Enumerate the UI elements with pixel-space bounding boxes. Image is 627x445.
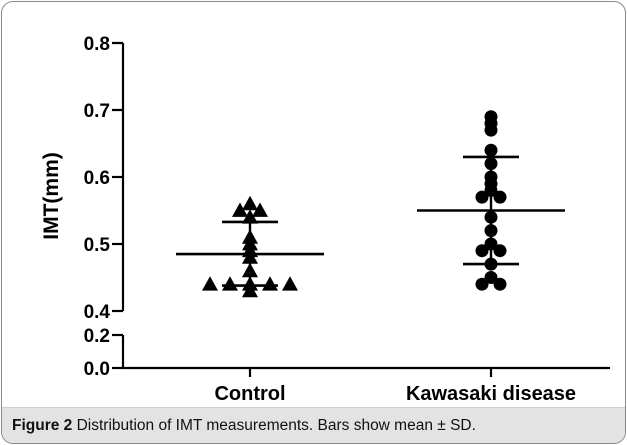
control-point [202, 276, 218, 291]
y-tick-label: 0.5 [84, 235, 111, 256]
kawasaki-point [475, 277, 489, 291]
control-point [282, 276, 298, 291]
caption-text: Distribution of IMT measurements. Bars s… [76, 417, 476, 434]
kawasaki-point [493, 190, 507, 204]
control-point [242, 282, 258, 298]
y-tick-label: 0.6 [84, 168, 110, 189]
control-point [242, 229, 258, 244]
kawasaki-point [484, 257, 498, 271]
y-tick-label: 0.4 [84, 302, 111, 323]
kawasaki-point [484, 143, 498, 157]
kawasaki-point [484, 123, 498, 137]
kawasaki-point [475, 244, 489, 258]
control-point [242, 262, 258, 278]
kawasaki-point [484, 271, 498, 284]
control-point [232, 202, 248, 217]
control-point [222, 276, 238, 291]
kawasaki-point [484, 237, 498, 251]
kawasaki-point [484, 224, 498, 238]
y-tick-label: 0.8 [84, 34, 110, 55]
control-point [262, 276, 278, 291]
kawasaki-point [475, 190, 489, 204]
kawasaki-point [493, 244, 507, 258]
figure-caption: Figure 2 Distribution of IMT measurement… [2, 407, 625, 443]
kawasaki-point [484, 210, 498, 224]
y-tick-label: 0.7 [84, 101, 110, 122]
kawasaki-point [484, 157, 498, 171]
y-tick-label: 0.0 [84, 359, 110, 380]
control-point [252, 202, 268, 217]
control-point [242, 195, 258, 211]
y-tick-label: 0.2 [84, 326, 110, 347]
control-point [242, 249, 258, 264]
y-axis-title: IMT(mm) [40, 152, 63, 240]
kawasaki-point [493, 277, 507, 291]
kawasaki-point [484, 183, 498, 197]
caption-label: Figure 2 [12, 417, 73, 434]
x-tick-label: Kawasaki disease [406, 383, 576, 405]
chart-svg: 0.0 0.2 0.4 0.5 0.6 0.7 0.8 Control Kawasaki dis… [40, 34, 610, 405]
x-tick-label: Control [214, 383, 285, 405]
control-point [242, 209, 258, 224]
